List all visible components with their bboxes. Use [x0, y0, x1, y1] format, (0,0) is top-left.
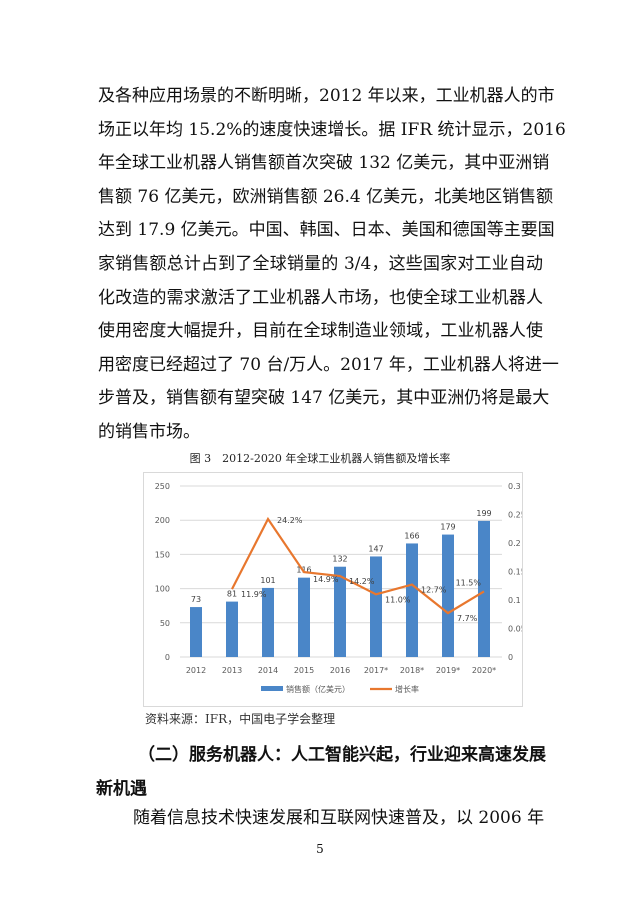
right-axis-tick-label: 0.1 [508, 596, 521, 605]
x-axis-tick-label: 2013 [222, 666, 242, 675]
figure-caption: 图 3 2012-2020 年全球工业机器人销售额及增长率 [189, 452, 451, 465]
right-axis-tick-label: 0.05 [508, 625, 522, 634]
text-line: 家销售额总计占到了全球销量的 3/4，这些国家对工业自动 [98, 253, 543, 274]
text-line: 达到 17.9 亿美元。中国、韩国、日本、美国和德国等主要国 [98, 220, 555, 241]
line-data-label: 11.0% [385, 595, 411, 604]
bar-data-label: 166 [404, 531, 419, 540]
text-line: 用密度已经超过了 70 台/万人。2017 年，工业机器人将进一 [98, 354, 559, 375]
x-axis-tick-label: 2017* [364, 666, 388, 675]
bar-data-label: 101 [260, 576, 275, 585]
section-heading-line-1: （二）服务机器人：人工智能兴起，行业迎来高速发展 [138, 745, 546, 765]
right-axis-tick-label: 0.15 [508, 568, 522, 577]
x-axis-tick-label: 2018* [400, 666, 424, 675]
chart-svg: 0 50 100 150 200 250 0 0.05 0.1 0.15 0.2 0.25 0.3 73 2… [155, 482, 522, 694]
legend-label-growth: 增长率 [395, 684, 419, 694]
text-line: 使用密度大幅提升，目前在全球制造业领域，工业机器人使 [98, 321, 543, 342]
bar-data-label: 199 [476, 509, 491, 518]
text-line: 随着信息技术快速发展和互联网快速普及，以 2006 年 [133, 808, 545, 828]
text-line: 化改造的需求激活了工业机器人市场，也使全球工业机器人 [98, 287, 543, 308]
page-number: 5 [316, 842, 324, 856]
bar [298, 577, 310, 657]
right-axis-tick-label: 0 [508, 653, 513, 662]
left-axis-tick-label: 50 [160, 619, 170, 628]
bar [226, 601, 238, 657]
x-axis-tick-label: 2012 [186, 666, 206, 675]
text-line: 及各种应用场景的不断明晰，2012 年以来，工业机器人的市 [98, 86, 555, 106]
bar-data-label: 179 [440, 523, 455, 532]
text-line: 年全球工业机器人销售额首次突破 132 亿美元，其中亚洲销 [98, 153, 550, 174]
right-axis-tick-label: 0.25 [508, 511, 522, 520]
text-line: 场正以年均 15.2%的速度快速增长。据 IFR 统计显示，2016 [98, 119, 566, 140]
bar [262, 587, 274, 657]
left-axis-tick-label: 0 [165, 653, 170, 662]
bar [406, 543, 418, 657]
body-paragraph-2: 随着信息技术快速发展和互联网快速普及，以 2006 年 [133, 802, 545, 836]
bar [334, 566, 346, 657]
bar [370, 556, 382, 657]
body-paragraph-1: 及各种应用场景的不断明晰，2012 年以来，工业机器人的市 场正以年均 15.2… [98, 80, 566, 450]
line-data-label: 11.9% [241, 590, 267, 599]
x-axis-tick-label: 2016 [330, 666, 350, 675]
bar-data-label: 147 [368, 544, 383, 553]
line-data-label: 12.7% [421, 586, 447, 595]
line-data-label: 24.2% [277, 516, 303, 525]
legend-bar-swatch [261, 686, 283, 691]
line-data-label: 14.2% [349, 577, 375, 586]
source-note: 资料来源：IFR，中国电子学会整理 [145, 712, 336, 726]
left-axis-tick-label: 250 [155, 482, 170, 491]
section-heading-line-2: 新机遇 [96, 779, 147, 799]
right-axis-tick-label: 0.2 [508, 539, 521, 548]
bar-data-label: 81 [227, 590, 237, 599]
bar-data-label: 73 [191, 595, 201, 604]
growth-rate-line [231, 516, 485, 615]
bar [442, 534, 454, 657]
text-line: 的销售市场。 [98, 421, 200, 442]
text-line: 售额 76 亿美元，欧洲销售额 26.4 亿美元，北美地区销售额 [98, 186, 554, 207]
chart: 0 50 100 150 200 250 0 0.05 0.1 0.15 0.2 0.25 0.3 73 2… [143, 472, 523, 707]
bar [478, 520, 490, 657]
right-axis-tick-label: 0.3 [508, 482, 521, 491]
text-line: 步普及，销售额有望突破 147 亿美元，其中亚洲仍将是最大 [98, 388, 550, 409]
x-axis-tick-label: 2015 [294, 666, 314, 675]
line-data-label: 11.5% [456, 578, 482, 587]
left-axis-tick-label: 150 [155, 550, 170, 559]
x-axis-tick-label: 2020* [472, 666, 496, 675]
x-axis-tick-label: 2019* [436, 666, 460, 675]
line-data-label: 14.9% [313, 575, 339, 584]
bar [190, 607, 202, 657]
left-axis-tick-label: 200 [155, 516, 170, 525]
legend-label-sales: 销售额（亿美元） [286, 684, 350, 694]
x-axis-tick-label: 2014 [258, 666, 278, 675]
left-axis-tick-label: 100 [155, 585, 170, 594]
line-data-label: 7.7% [457, 614, 478, 623]
bar-data-label: 132 [332, 555, 347, 564]
